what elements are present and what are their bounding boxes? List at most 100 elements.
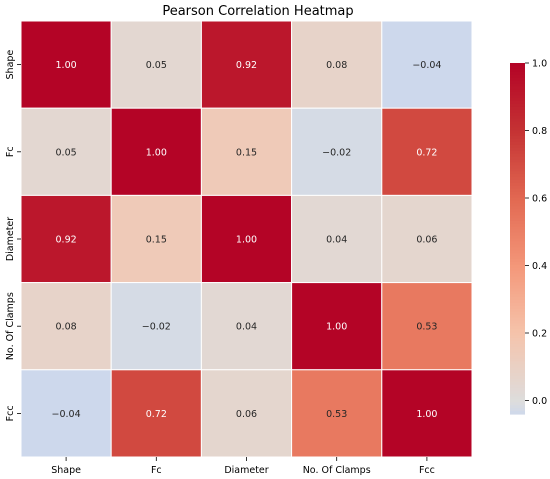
colorbar-segment bbox=[510, 153, 525, 158]
colorbar-segment bbox=[510, 147, 525, 152]
cell-value-label: 0.53 bbox=[326, 409, 347, 420]
colorbar-segment bbox=[510, 332, 525, 336]
heatmap-cell bbox=[381, 194, 473, 284]
colorbar-segment bbox=[510, 320, 525, 324]
colorbar-segment bbox=[510, 65, 525, 70]
colorbar-segment bbox=[510, 232, 525, 237]
x-tick-label: Diameter bbox=[224, 465, 268, 476]
colorbar-segment bbox=[510, 364, 525, 368]
colorbar-segment bbox=[510, 144, 525, 149]
heatmap-cell bbox=[200, 107, 293, 196]
colorbar-segment bbox=[510, 261, 525, 266]
y-tick-label: Fcc bbox=[5, 405, 16, 421]
heatmap-cell bbox=[20, 107, 112, 196]
cell-value-label: 0.04 bbox=[236, 322, 257, 333]
colorbar-segment bbox=[510, 361, 525, 365]
colorbar-segment bbox=[510, 159, 525, 164]
colorbar-segment bbox=[510, 80, 525, 85]
x-tick-label: Fc bbox=[151, 465, 162, 476]
colorbar-segment bbox=[510, 308, 525, 313]
colorbar-segment bbox=[510, 188, 525, 193]
colorbar-segment bbox=[510, 77, 525, 82]
colorbar-segment bbox=[510, 247, 525, 251]
y-axis-tick-labels: Shape Fc Diameter No. Of Clamps Fcc bbox=[5, 50, 21, 421]
heatmap-cell bbox=[110, 20, 202, 109]
colorbar-segment bbox=[510, 370, 525, 374]
colorbar-segment bbox=[510, 317, 525, 321]
colorbar-segment bbox=[510, 297, 525, 301]
y-tick-label: Diameter bbox=[5, 217, 16, 261]
colorbar-tick-label: 0.2 bbox=[532, 329, 547, 340]
cell-value-label: 1.00 bbox=[146, 147, 167, 158]
colorbar-segment bbox=[510, 182, 525, 187]
cell-value-label: 0.08 bbox=[56, 322, 77, 333]
colorbar-segment bbox=[510, 168, 525, 172]
colorbar-segment bbox=[510, 399, 525, 403]
colorbar-segment bbox=[510, 74, 525, 79]
colorbar-segment bbox=[510, 238, 525, 243]
colorbar-segment bbox=[510, 302, 525, 307]
colorbar-segment bbox=[510, 329, 525, 333]
colorbar-segment bbox=[510, 174, 525, 178]
colorbar-segment bbox=[510, 305, 525, 310]
heatmap-cell bbox=[200, 369, 293, 458]
heatmap-cell bbox=[291, 282, 383, 371]
colorbar-segment bbox=[510, 103, 525, 108]
colorbar-segment bbox=[510, 267, 525, 272]
cell-value-label: 0.06 bbox=[236, 409, 257, 420]
colorbar-segment bbox=[510, 288, 525, 292]
colorbar-segment bbox=[510, 197, 525, 202]
colorbar-segment bbox=[510, 220, 525, 225]
colorbar-segment bbox=[510, 270, 525, 275]
colorbar-segment bbox=[510, 323, 525, 327]
colorbar-segment bbox=[510, 191, 525, 196]
colorbar-tick-label: 0.4 bbox=[532, 261, 547, 272]
colorbar-segment bbox=[510, 139, 525, 143]
heatmap-cell bbox=[291, 194, 383, 284]
cell-value-label: 1.00 bbox=[416, 409, 437, 420]
colorbar-segment bbox=[510, 373, 525, 377]
cell-value-label: 0.06 bbox=[416, 235, 437, 246]
y-tick-label: No. Of Clamps bbox=[5, 292, 16, 360]
colorbar-segment bbox=[510, 390, 525, 395]
colorbar-segment bbox=[510, 337, 525, 342]
cell-value-label: 0.72 bbox=[146, 409, 167, 420]
colorbar-segment bbox=[510, 241, 525, 245]
colorbar-segment bbox=[510, 223, 525, 228]
colorbar-segment bbox=[510, 133, 525, 137]
colorbar-segment bbox=[510, 156, 525, 161]
colorbar-segment bbox=[510, 343, 525, 348]
colorbar-tick-label: 0.0 bbox=[532, 396, 547, 407]
colorbar-segment bbox=[510, 314, 525, 319]
colorbar-segment bbox=[510, 215, 525, 219]
colorbar-segment bbox=[510, 89, 525, 93]
colorbar-segment bbox=[510, 299, 525, 304]
colorbar-segment bbox=[510, 273, 525, 278]
heatmap-cell bbox=[381, 20, 473, 109]
colorbar-segment bbox=[510, 83, 525, 87]
heatmap-cells: 1.00 0.05 0.92 0.08 −0.04 0.05 1.00 0.15 −0.02 0.… bbox=[20, 20, 473, 458]
cell-value-label: 0.05 bbox=[146, 60, 167, 71]
heatmap-cell bbox=[20, 20, 112, 109]
colorbar-segment bbox=[510, 121, 525, 126]
colorbar-segment bbox=[510, 276, 525, 281]
colorbar-segment bbox=[510, 256, 525, 260]
heatmap-cell bbox=[200, 282, 293, 371]
cell-value-label: 0.05 bbox=[56, 147, 77, 158]
heatmap-cell bbox=[381, 107, 473, 196]
colorbar-segment bbox=[510, 127, 525, 131]
colorbar-segment bbox=[510, 95, 525, 99]
colorbar-tick-label: 0.6 bbox=[532, 194, 547, 205]
colorbar-segment bbox=[510, 402, 525, 406]
colorbar: 0.0 0.2 0.4 0.6 0.8 1.0 bbox=[510, 59, 547, 415]
colorbar-segment bbox=[510, 408, 525, 412]
colorbar-segment bbox=[510, 352, 525, 357]
cell-value-label: −0.02 bbox=[322, 147, 351, 158]
cell-value-label: 1.00 bbox=[326, 322, 347, 333]
colorbar-segment bbox=[510, 282, 525, 286]
colorbar-segment bbox=[510, 101, 525, 105]
colorbar-segment bbox=[510, 212, 525, 216]
cell-value-label: 0.04 bbox=[326, 235, 347, 246]
colorbar-segment bbox=[510, 130, 525, 134]
